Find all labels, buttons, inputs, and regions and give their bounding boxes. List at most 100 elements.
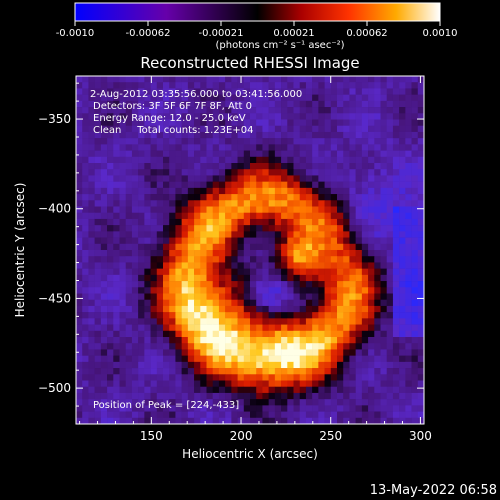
heatmap-cell — [349, 76, 356, 83]
heatmap-cell — [150, 268, 158, 276]
heatmap-cell — [119, 187, 127, 195]
heatmap-cell — [82, 237, 89, 245]
heatmap-cell — [150, 156, 158, 164]
heatmap-cell — [144, 156, 151, 164]
heatmap-cell — [399, 318, 406, 325]
heatmap-cell — [312, 156, 319, 164]
heatmap-cell — [194, 262, 201, 269]
heatmap-cell — [361, 318, 369, 325]
heatmap-cell — [305, 125, 313, 133]
heatmap-cell — [82, 262, 89, 269]
heatmap-cell — [318, 368, 325, 375]
heatmap-cell — [169, 349, 176, 356]
heatmap-cell — [231, 374, 238, 381]
heatmap-cell — [281, 138, 288, 145]
heatmap-cell — [262, 411, 269, 419]
heatmap-cell — [330, 107, 338, 114]
heatmap-cell — [361, 293, 369, 301]
heatmap-cell — [324, 218, 332, 226]
heatmap-cell — [399, 324, 406, 332]
heatmap-cell — [399, 237, 406, 245]
heatmap-cell — [312, 225, 319, 232]
heatmap-cell — [131, 76, 139, 83]
heatmap-cell — [187, 343, 195, 350]
heatmap-cell — [212, 225, 220, 232]
heatmap-cell — [82, 200, 89, 207]
heatmap-cell — [399, 181, 406, 189]
heatmap-cell — [262, 337, 269, 344]
heatmap-cell — [411, 218, 419, 226]
heatmap-cell — [386, 94, 394, 102]
heatmap-cell — [150, 125, 158, 133]
heatmap-cell — [355, 411, 363, 419]
heatmap-cell — [169, 88, 176, 95]
heatmap-cell — [293, 250, 301, 257]
heatmap-cell — [237, 343, 245, 350]
heatmap-cell — [119, 293, 127, 301]
heatmap-cell — [169, 206, 176, 214]
heatmap-cell — [156, 399, 164, 406]
heatmap-cell — [305, 94, 313, 102]
heatmap-cell — [231, 82, 238, 89]
heatmap-cell — [76, 107, 83, 114]
heatmap-cell — [281, 287, 288, 294]
heatmap-cell — [380, 231, 388, 238]
heatmap-cell — [243, 256, 251, 263]
heatmap-cell — [380, 194, 388, 201]
heatmap-cell — [361, 337, 369, 344]
heatmap-cell — [206, 163, 214, 170]
heatmap-cell — [287, 274, 294, 282]
heatmap-cell — [76, 305, 83, 313]
heatmap-cell — [380, 405, 388, 412]
heatmap-cell — [138, 100, 145, 108]
heatmap-cell — [150, 361, 158, 369]
heatmap-cell — [76, 380, 83, 388]
heatmap-cell — [212, 392, 220, 400]
heatmap-cell — [100, 374, 108, 381]
heatmap-cell — [237, 225, 245, 232]
heatmap-cell — [107, 163, 114, 170]
heatmap-cell — [287, 194, 294, 201]
heatmap-cell — [181, 131, 189, 139]
heatmap-cell — [405, 330, 412, 338]
heatmap-cell — [131, 200, 139, 207]
heatmap-cell — [82, 380, 89, 388]
heatmap-cell — [175, 231, 182, 238]
heatmap-cell — [225, 318, 232, 325]
heatmap-cell — [200, 405, 207, 412]
heatmap-cell — [405, 125, 412, 133]
heatmap-cell — [417, 82, 424, 89]
heatmap-cell — [237, 175, 245, 182]
heatmap-cell — [94, 94, 102, 102]
heatmap-cell — [119, 125, 127, 133]
heatmap-cell — [231, 312, 238, 319]
heatmap-cell — [113, 76, 120, 83]
heatmap-cell — [281, 368, 288, 375]
heatmap-cell — [262, 107, 269, 114]
heatmap-cell — [206, 392, 214, 400]
heatmap-cell — [355, 256, 363, 263]
heatmap-cell — [88, 281, 95, 288]
heatmap-cell — [299, 150, 307, 158]
heatmap-cell — [324, 144, 332, 151]
heatmap-cell — [399, 361, 406, 369]
heatmap-cell — [287, 330, 294, 338]
heatmap-cell — [169, 274, 176, 282]
heatmap-cell — [324, 330, 332, 338]
heatmap-cell — [386, 187, 394, 195]
heatmap-cell — [150, 100, 158, 108]
heatmap-cell — [125, 411, 133, 419]
heatmap-cell — [386, 82, 394, 89]
heatmap-cell — [392, 175, 400, 182]
heatmap-cell — [156, 94, 164, 102]
heatmap-cell — [187, 262, 195, 269]
heatmap-cell — [119, 262, 127, 269]
heatmap-cell — [125, 181, 133, 189]
heatmap-cell — [107, 355, 114, 363]
heatmap-cell — [318, 411, 325, 419]
heatmap-cell — [337, 175, 344, 182]
heatmap-cell — [337, 100, 344, 108]
heatmap-cell — [144, 200, 151, 207]
heatmap-cell — [76, 125, 83, 133]
heatmap-cell — [349, 250, 356, 257]
